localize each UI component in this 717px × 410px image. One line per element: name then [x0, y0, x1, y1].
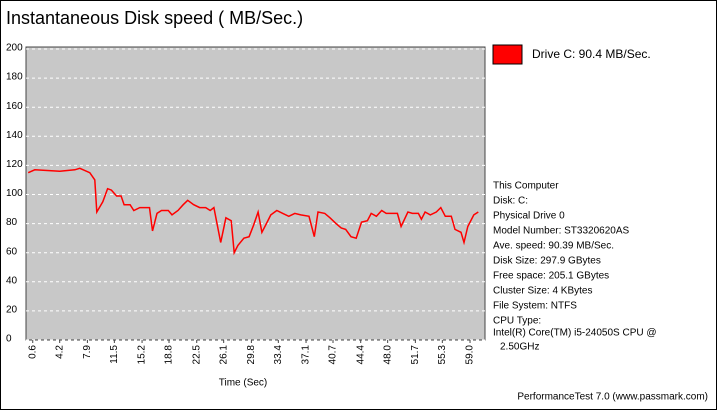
x-tick-label: 40.7: [328, 345, 339, 365]
x-tick-label: 11.5: [109, 345, 120, 364]
info-line: CPU Type:: [493, 316, 541, 327]
y-tick-label: 40: [6, 275, 18, 286]
x-tick-label: 18.8: [164, 345, 175, 365]
legend-label: Drive C: 90.4 MB/Sec.: [532, 47, 651, 61]
y-tick-label: 140: [6, 130, 23, 141]
legend-swatch: [492, 44, 523, 65]
chart-title: Instantaneous Disk speed ( MB/Sec.): [6, 8, 303, 28]
y-tick-label: 160: [6, 101, 23, 112]
info-line: Physical Drive 0: [493, 211, 565, 222]
x-tick-label: 44.4: [355, 345, 366, 365]
x-tick-label: 4.2: [54, 345, 65, 359]
y-tick-label: 180: [6, 72, 23, 83]
y-tick-label: 200: [6, 43, 23, 54]
x-tick-label: 48.0: [382, 345, 393, 365]
data-line: [27, 167, 479, 256]
x-tick-label: 7.9: [82, 345, 93, 359]
info-line: File System: NTFS: [493, 301, 577, 312]
x-tick-label: 26.1: [218, 345, 229, 365]
info-line: Free space: 205.1 GBytes: [493, 271, 609, 282]
info-line: Disk Size: 297.9 GBytes: [493, 256, 601, 267]
x-tick-label: 51.7: [410, 345, 421, 365]
y-tick-label: 0: [6, 334, 12, 345]
footer: PerformanceTest 7.0 (www.passmark.com): [517, 392, 708, 403]
info-line: Ave. speed: 90.39 MB/Sec.: [493, 241, 614, 252]
x-tick-label: 15.2: [137, 345, 148, 365]
x-axis-label: Time (Sec): [219, 378, 268, 389]
info-line: This Computer: [493, 181, 559, 192]
info-line: Cluster Size: 4 KBytes: [493, 286, 592, 297]
y-tick-label: 100: [6, 188, 23, 199]
x-tick-label: 55.3: [437, 345, 448, 365]
y-tick-label: 20: [6, 305, 18, 316]
x-tick-label: 37.1: [301, 345, 312, 365]
y-tick-label: 60: [6, 246, 18, 257]
x-tick-label: 33.4: [273, 345, 284, 365]
y-tick-label: 120: [6, 159, 23, 170]
info-line: 2.50GHz: [500, 342, 539, 353]
x-tick-label: 22.5: [191, 345, 202, 365]
info-line: Model Number: ST3320620AS: [493, 226, 630, 237]
info-line: Disk: C:: [493, 196, 528, 207]
plot-area: [25, 46, 486, 341]
x-tick-label: 29.8: [246, 345, 257, 365]
info-line: Intel(R) Core(TM) i5-24050S CPU @: [493, 328, 657, 339]
y-tick-label: 80: [6, 217, 18, 228]
x-tick-label: 59.0: [465, 345, 476, 365]
x-tick-label: 0.6: [27, 345, 38, 359]
